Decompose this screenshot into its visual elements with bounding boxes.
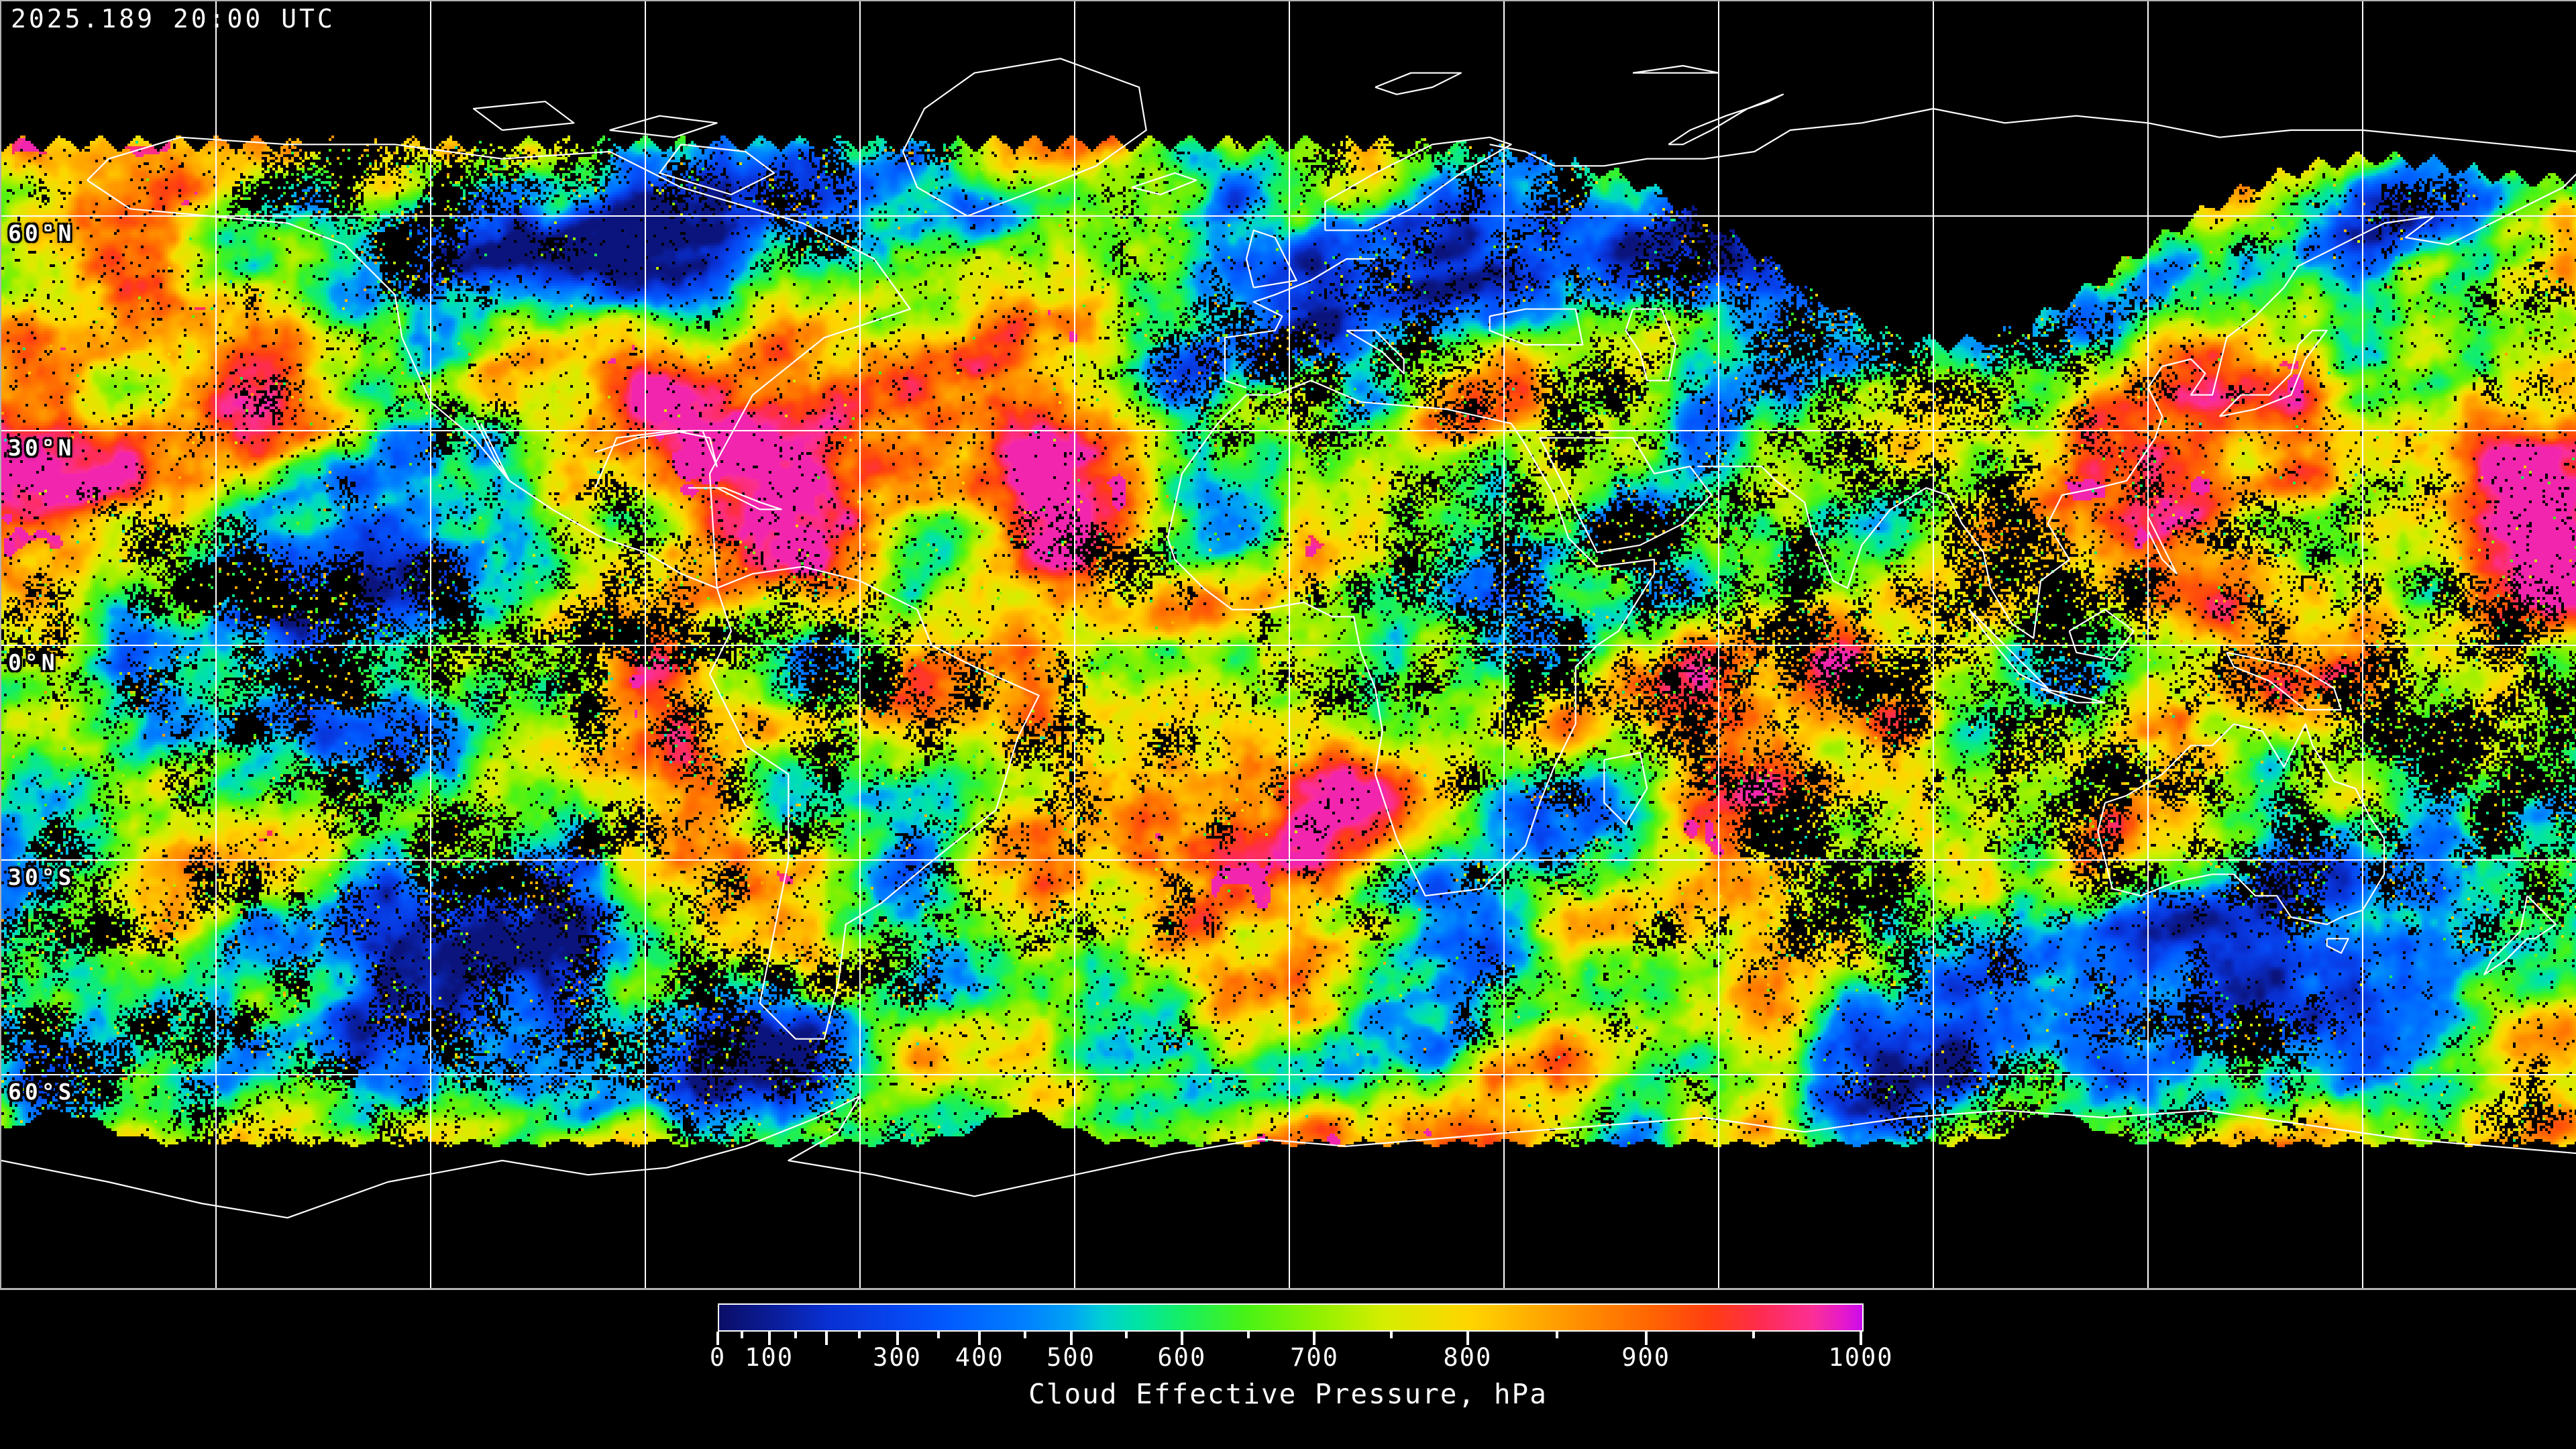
colorbar-title: Cloud Effective Pressure, hPa bbox=[1028, 1378, 1548, 1410]
coastline bbox=[1625, 308, 1677, 382]
latitude-label: 30°S bbox=[8, 864, 75, 890]
colorbar-tick bbox=[716, 1332, 719, 1345]
coastline bbox=[1131, 172, 1197, 196]
colorbar-tick bbox=[858, 1332, 861, 1338]
coastline bbox=[688, 487, 782, 511]
coastline bbox=[473, 416, 511, 482]
colorbar-tick bbox=[896, 1332, 899, 1345]
colorbar-tick-label: 600 bbox=[1157, 1343, 1207, 1372]
colorbar-tick bbox=[1180, 1332, 1183, 1345]
coastline bbox=[609, 115, 718, 138]
colorbar-tick bbox=[1860, 1332, 1862, 1345]
colorbar-tick-label: 700 bbox=[1290, 1343, 1339, 1372]
latitude-label: 30°N bbox=[8, 435, 75, 461]
coastline bbox=[2040, 687, 2106, 704]
colorbar-tick bbox=[794, 1332, 797, 1338]
colorbar-tick bbox=[1752, 1332, 1755, 1338]
colorbar-gradient bbox=[718, 1303, 1864, 1332]
colorbar-tick-label: 100 bbox=[745, 1343, 794, 1372]
coastline bbox=[659, 144, 775, 196]
coastline bbox=[1245, 229, 1297, 288]
latitude-label: 0°N bbox=[8, 649, 58, 676]
map-frame-bottom-line bbox=[0, 1288, 2576, 1290]
colorbar-tick bbox=[767, 1332, 771, 1345]
colorbar-tick-label: 0 bbox=[709, 1343, 727, 1372]
coastline bbox=[1, 1095, 2576, 1219]
colorbar-tick-label: 1000 bbox=[1828, 1343, 1894, 1372]
coastline bbox=[2097, 723, 2385, 926]
coastline bbox=[2483, 895, 2557, 975]
coastline bbox=[2218, 329, 2328, 417]
coastline bbox=[2147, 516, 2178, 575]
coastline bbox=[1632, 64, 1720, 74]
timestamp: 2025.189 20:00 UTC bbox=[11, 4, 335, 34]
coastline bbox=[708, 566, 1040, 1040]
coastline bbox=[1346, 329, 1405, 374]
coastline bbox=[1324, 136, 1512, 231]
coastline bbox=[1489, 107, 2576, 167]
colorbar-tick bbox=[1644, 1332, 1648, 1345]
graticule bbox=[1, 1, 2576, 1289]
map-overlay bbox=[1, 1, 2576, 1289]
latitude-label: 60°N bbox=[8, 220, 75, 246]
coastline bbox=[2326, 938, 2349, 954]
colorbar-tick bbox=[740, 1332, 743, 1338]
coastline bbox=[472, 101, 575, 131]
coastline bbox=[1167, 380, 1656, 897]
world-map-area: 60°N 30°N 0°N 30°S 60°S 2025.189 20:00 UTC bbox=[0, 0, 2576, 1289]
coastline bbox=[1603, 751, 1648, 825]
colorbar-tick bbox=[1555, 1332, 1558, 1338]
coastline bbox=[1489, 308, 1584, 346]
coastline bbox=[1668, 93, 1784, 146]
latitude-label: 60°S bbox=[8, 1079, 75, 1105]
colorbar-tick bbox=[936, 1332, 940, 1338]
colorbar-tick bbox=[1313, 1332, 1316, 1345]
coastline bbox=[1375, 72, 1462, 95]
colorbar-tick bbox=[824, 1332, 828, 1345]
coastline bbox=[1539, 437, 1713, 553]
colorbar-tick bbox=[1246, 1332, 1250, 1338]
coastline bbox=[1968, 608, 2049, 690]
colorbar-tick bbox=[978, 1332, 981, 1345]
colorbar-tick bbox=[1466, 1332, 1469, 1345]
colorbar-legend: 0 100 300 400 500 600 700 800 900 1000 Cloud Effe… bbox=[0, 1290, 2576, 1449]
colorbar-tick bbox=[1069, 1332, 1073, 1345]
coastline bbox=[1697, 173, 2576, 639]
coastline bbox=[2068, 608, 2135, 661]
coastline bbox=[1224, 258, 1375, 389]
colorbar-tick-label: 800 bbox=[1443, 1343, 1493, 1372]
coastline bbox=[594, 429, 718, 488]
colorbar-tick-label: 900 bbox=[1621, 1343, 1671, 1372]
colorbar-tick-label: 400 bbox=[955, 1343, 1004, 1372]
colorbar-tick bbox=[1024, 1332, 1027, 1338]
coastline bbox=[2226, 651, 2343, 711]
colorbar-tick bbox=[1125, 1332, 1128, 1338]
colorbar-tick-label: 500 bbox=[1046, 1343, 1095, 1372]
colorbar-tick-label: 300 bbox=[873, 1343, 922, 1372]
coastline bbox=[87, 136, 911, 588]
coastlines bbox=[1, 58, 2576, 1219]
coastline bbox=[902, 58, 1147, 217]
colorbar-tick bbox=[1389, 1332, 1393, 1338]
coastline bbox=[87, 179, 718, 589]
